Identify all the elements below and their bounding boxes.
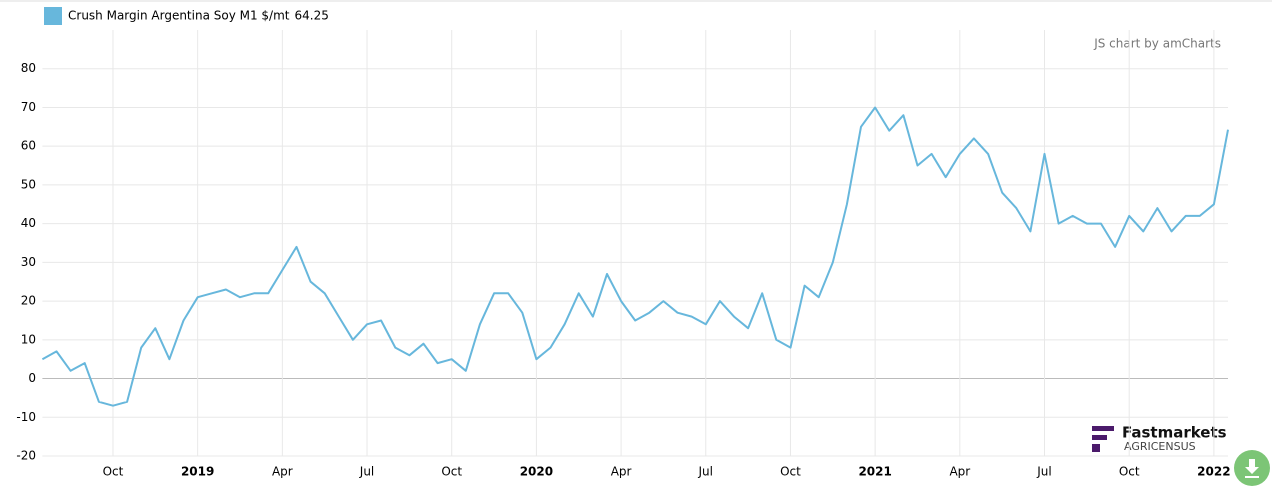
y-tick-label: 50 xyxy=(21,177,36,191)
y-tick-label: 70 xyxy=(21,100,36,114)
x-tick-label: Jul xyxy=(698,465,713,479)
legend-marker[interactable] xyxy=(44,7,62,25)
x-tick-label: Oct xyxy=(780,465,801,479)
logo-title: Fastmarkets xyxy=(1122,424,1227,442)
y-tick-label: 30 xyxy=(21,255,36,269)
x-tick-label: Oct xyxy=(1119,465,1140,479)
line-series xyxy=(41,106,1229,407)
x-tick-label: Apr xyxy=(949,465,970,479)
x-tick-label: Oct xyxy=(441,465,462,479)
y-tick-label: 10 xyxy=(21,332,36,346)
y-tick-label: 40 xyxy=(21,216,36,230)
x-tick-label: 2022 xyxy=(1197,465,1230,479)
y-tick-label: -20 xyxy=(16,449,36,463)
x-tick-label: Oct xyxy=(103,465,124,479)
logo-bar xyxy=(1092,426,1114,431)
y-tick-label: 20 xyxy=(21,294,36,308)
x-tick-label: 2019 xyxy=(181,465,214,479)
logo-bar xyxy=(1092,435,1107,440)
download-button[interactable] xyxy=(1234,450,1270,486)
y-tick-label: -10 xyxy=(16,410,36,424)
y-tick-label: 60 xyxy=(21,139,36,153)
logo-bar xyxy=(1092,444,1100,452)
credits[interactable]: JS chart by amCharts xyxy=(1093,37,1221,51)
legend-label[interactable]: Crush Margin Argentina Soy M1 $/mt xyxy=(68,9,290,23)
logo: Fastmarkets AGRICENSUS xyxy=(1092,424,1227,453)
x-tick-label: Jul xyxy=(1036,465,1051,479)
x-tick-label: Apr xyxy=(272,465,293,479)
x-tick-label: Jul xyxy=(359,465,374,479)
plot: -20 -10 0 10 20 30 40 50 60 70 80 Oct 2019 Apr Jul Oct 2… xyxy=(16,30,1231,479)
x-tick-label: Apr xyxy=(611,465,632,479)
download-icon[interactable] xyxy=(1245,459,1259,478)
y-tick-label: 0 xyxy=(28,371,36,385)
x-tick-label: 2021 xyxy=(858,465,891,479)
x-tick-label: 2020 xyxy=(520,465,553,479)
y-tick-label: 80 xyxy=(21,61,36,75)
legend-value: 64.25 xyxy=(295,9,329,23)
logo-subtitle: AGRICENSUS xyxy=(1124,440,1196,453)
